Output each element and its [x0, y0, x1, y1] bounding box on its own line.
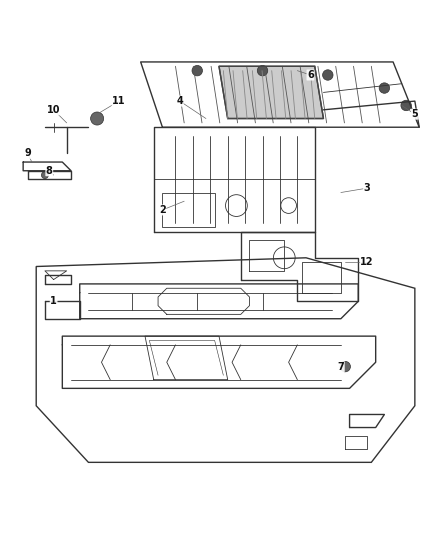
Circle shape [192, 66, 202, 76]
Text: 3: 3 [364, 183, 371, 193]
Circle shape [257, 66, 268, 76]
Circle shape [91, 112, 104, 125]
Text: 4: 4 [177, 96, 183, 106]
Circle shape [322, 70, 333, 80]
Text: 7: 7 [338, 361, 344, 372]
Circle shape [401, 100, 411, 111]
Text: 9: 9 [24, 148, 31, 158]
Text: 12: 12 [360, 257, 374, 267]
Circle shape [340, 361, 350, 372]
Polygon shape [219, 66, 323, 118]
Text: 11: 11 [112, 96, 126, 106]
Circle shape [42, 172, 48, 179]
Text: 10: 10 [47, 105, 60, 115]
Text: 6: 6 [307, 70, 314, 80]
Text: 1: 1 [50, 296, 57, 306]
Circle shape [379, 83, 390, 93]
Text: 2: 2 [159, 205, 166, 215]
Text: 8: 8 [46, 166, 53, 176]
Text: 5: 5 [411, 109, 418, 119]
